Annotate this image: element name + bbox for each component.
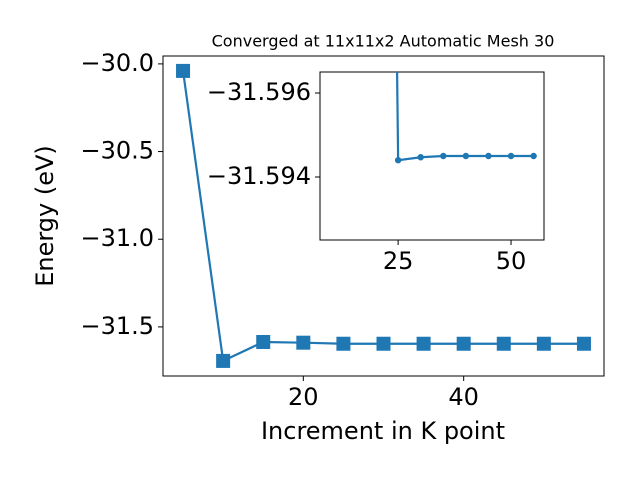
x-tick-label: 50 (496, 247, 527, 275)
chart-title: Converged at 11x11x2 Automatic Mesh 30 (212, 32, 555, 51)
marker (394, 157, 402, 164)
marker (256, 334, 271, 349)
marker (336, 336, 351, 351)
marker (440, 152, 447, 160)
marker (496, 336, 511, 351)
marker (530, 152, 537, 160)
marker (576, 336, 591, 351)
plot-area (176, 63, 591, 368)
x-tick-label: 20 (288, 383, 319, 411)
x-tick-label: 40 (448, 383, 479, 411)
y-axis-label: Energy (eV) (31, 145, 59, 287)
y-tick-label: −30.0 (80, 49, 154, 77)
marker (507, 152, 515, 160)
marker (216, 353, 231, 368)
marker (456, 336, 471, 351)
marker (376, 336, 391, 351)
y-tick-label: −31.594 (207, 162, 311, 190)
x-tick-label: 25 (383, 247, 414, 275)
marker (485, 152, 492, 160)
marker (462, 152, 470, 160)
x-axis-label: Increment in K point (261, 417, 505, 445)
y-tick-label: −31.596 (207, 78, 311, 106)
series-line (395, 72, 534, 162)
marker (296, 335, 311, 350)
marker (176, 63, 191, 78)
y-tick-label: −31.5 (80, 312, 154, 340)
y-tick-label: −31.0 (80, 224, 154, 252)
y-tick-label: −30.5 (80, 137, 154, 165)
plot-area (394, 72, 537, 164)
marker (536, 336, 551, 351)
marker (417, 154, 424, 161)
marker (416, 336, 431, 351)
